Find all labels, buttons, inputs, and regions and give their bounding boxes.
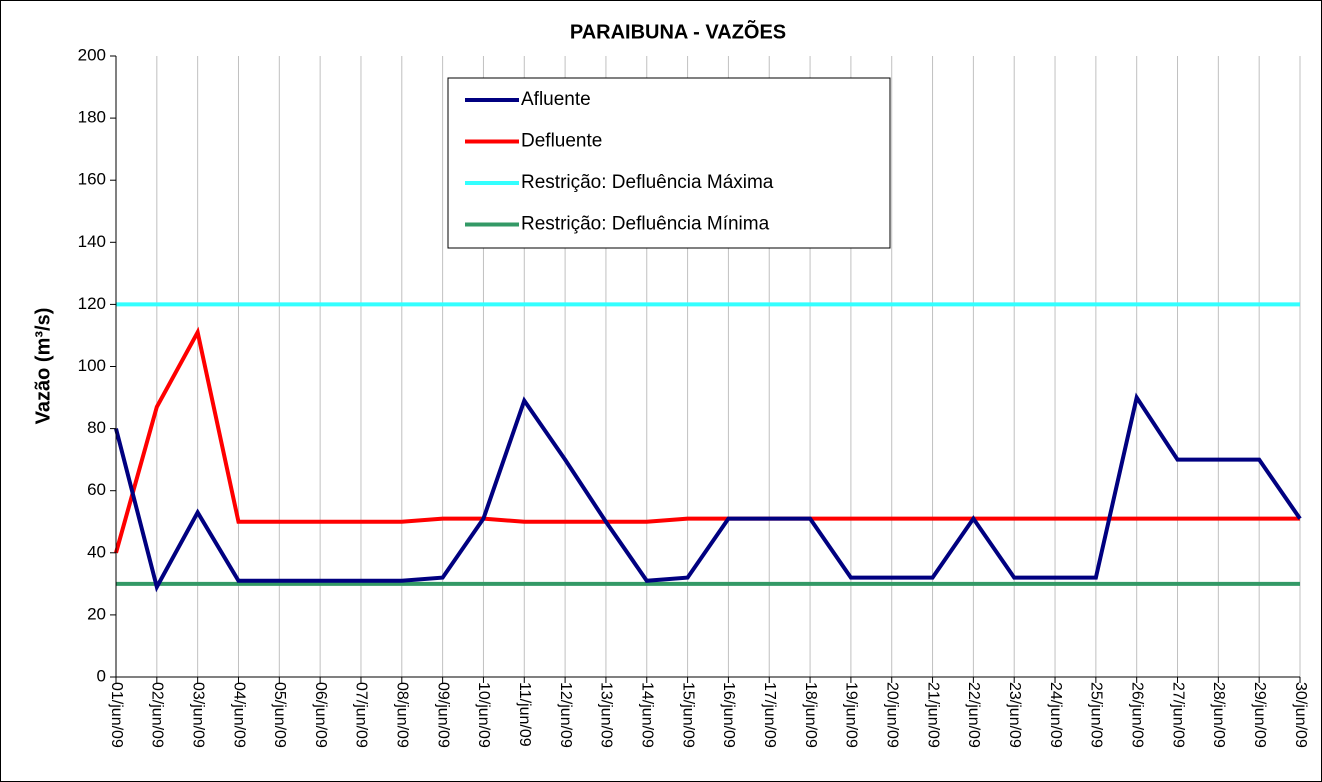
x-tick-label: 25/jun/09 [1088, 682, 1105, 748]
series-line [114, 392, 1302, 593]
x-tick-label: 21/jun/09 [924, 682, 941, 748]
x-tick-label: 02/jun/09 [149, 682, 166, 748]
x-tick-label: 01/jun/09 [108, 682, 125, 748]
x-tick-label: 17/jun/09 [761, 682, 778, 748]
x-tick-label: 30/jun/09 [1292, 682, 1309, 748]
chart-title: PARAIBUNA - VAZÕES [570, 19, 786, 43]
x-tick-label: 10/jun/09 [475, 682, 492, 748]
y-tick-label: 160 [78, 170, 106, 189]
x-tick-label: 20/jun/09 [883, 682, 900, 748]
x-tick-label: 27/jun/09 [1169, 682, 1186, 748]
plot [114, 302, 1302, 593]
x-tick-label: 09/jun/09 [434, 682, 451, 748]
y-tick-label: 100 [78, 356, 106, 375]
legend-box [447, 77, 891, 249]
y-tick-label: 80 [87, 418, 106, 437]
x-tick-label: 26/jun/09 [1128, 682, 1145, 748]
y-tick-label: 60 [87, 480, 106, 499]
x-tick-label: 07/jun/09 [353, 682, 370, 748]
x-tick-label: 15/jun/09 [679, 682, 696, 748]
x-tick-label: 24/jun/09 [1047, 682, 1064, 748]
y-tick-label: 120 [78, 294, 106, 313]
x-tick-label: 22/jun/09 [965, 682, 982, 748]
x-tick-label: 14/jun/09 [639, 682, 656, 748]
x-tick-label: 23/jun/09 [1006, 682, 1023, 748]
legend: Afluente Defluente Restrição: Defluência M… [447, 77, 891, 249]
y-tick-label: 20 [87, 604, 106, 623]
x-tick-label: 11/jun/09 [516, 682, 533, 747]
x-tick-label: 28/jun/09 [1210, 682, 1227, 748]
x-tick-label: 05/jun/09 [271, 682, 288, 748]
y-tick-label: 0 [97, 666, 106, 685]
y-tick-label: 200 [78, 45, 106, 64]
axes: 01/jun/09 02/jun/09 03/jun/09 04/jun/09 05/j… [78, 45, 1309, 747]
x-tick-label: 04/jun/09 [230, 682, 247, 748]
series-line [114, 326, 1300, 554]
x-tick-label: 06/jun/09 [312, 682, 329, 748]
y-tick-label: 180 [78, 108, 106, 127]
x-tick-label: 18/jun/09 [802, 682, 819, 748]
legend-label: Afluente [521, 89, 591, 110]
y-axis-label: Vazão (m³/s) [32, 308, 54, 425]
x-tick-label: 03/jun/09 [189, 682, 206, 748]
x-tick-label: 16/jun/09 [720, 682, 737, 748]
x-tick-label: 13/jun/09 [598, 682, 615, 748]
legend-label: Restrição: Defluência Máxima [521, 172, 774, 193]
y-tick-label: 40 [87, 542, 106, 561]
y-tick-label: 140 [78, 232, 106, 251]
x-tick-label: 08/jun/09 [394, 682, 411, 748]
legend-label: Defluente [521, 131, 602, 152]
x-tick-label: 29/jun/09 [1251, 682, 1268, 748]
x-tick-label: 12/jun/09 [557, 682, 574, 748]
legend-label: Restrição: Defluência Mínima [521, 214, 770, 235]
x-tick-label: 19/jun/09 [843, 682, 860, 748]
